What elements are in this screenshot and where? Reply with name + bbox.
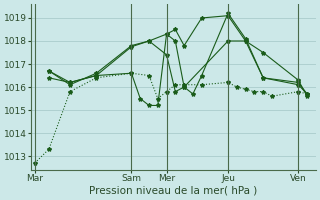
X-axis label: Pression niveau de la mer( hPa ): Pression niveau de la mer( hPa ): [90, 186, 258, 196]
